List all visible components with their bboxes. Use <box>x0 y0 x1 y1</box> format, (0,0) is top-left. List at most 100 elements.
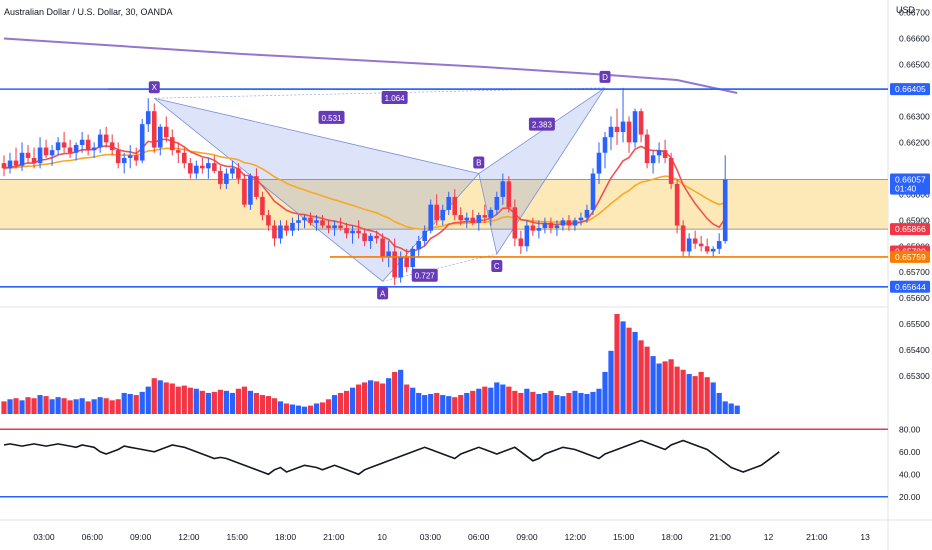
volume-bar <box>380 383 386 414</box>
volume-bar <box>608 350 614 414</box>
candle-body <box>55 142 61 151</box>
volume-bar <box>548 390 554 414</box>
candle-body <box>692 238 698 244</box>
volume-bar <box>674 366 680 414</box>
candle-body <box>458 215 464 221</box>
candle-body <box>716 241 722 249</box>
volume-bar <box>73 399 79 414</box>
pattern-point-badge <box>491 260 503 273</box>
volume-bar <box>650 356 656 414</box>
candle-body <box>200 165 205 169</box>
candle-body <box>620 121 626 132</box>
volume-bar <box>452 397 458 414</box>
volume-bar <box>512 390 518 414</box>
time-tick-label: 15:00 <box>227 532 249 542</box>
volume-bar <box>199 390 205 414</box>
volume-bar <box>49 399 55 414</box>
price-label-value: 0.66057 <box>895 175 926 185</box>
candle-body <box>230 168 235 174</box>
price-tick-label: 0.65900 <box>899 215 930 225</box>
volume-bar <box>506 386 512 414</box>
price-label-badge <box>890 280 930 293</box>
volume-bar <box>193 388 199 414</box>
price-tick-label: 0.66500 <box>899 59 930 69</box>
volume-bar <box>554 395 560 414</box>
volume-bar <box>271 398 278 414</box>
candle-body <box>254 176 259 197</box>
pattern-ratio-badge <box>528 117 555 131</box>
candle-body <box>488 209 494 218</box>
candle-body <box>91 147 97 151</box>
volume-bar <box>301 406 308 414</box>
volume-bar <box>313 403 320 414</box>
volume-bar <box>175 386 181 414</box>
volume-bar <box>205 392 211 414</box>
volume-bar <box>277 401 284 414</box>
pattern-point-label: C <box>494 262 500 271</box>
volume-bar <box>343 390 350 414</box>
volume-bar <box>464 392 470 414</box>
volume-bar <box>259 395 266 414</box>
volume-bar <box>109 400 115 414</box>
pattern-ratio-label: 0.531 <box>322 114 343 123</box>
volume-bar <box>518 392 524 414</box>
time-tick-label: 18:00 <box>661 532 683 542</box>
candle-body <box>356 230 361 234</box>
volume-bar <box>241 386 247 414</box>
candle-body <box>482 215 488 218</box>
price-tick-label: 0.65600 <box>899 293 930 303</box>
candle-body <box>103 134 109 143</box>
volume-bar <box>494 382 500 414</box>
pattern-ratio-label: 1.064 <box>385 94 406 103</box>
volume-bar <box>43 396 49 414</box>
candle-body <box>476 215 482 223</box>
price-label-value: 01:40 <box>895 184 917 194</box>
price-label-value: 0.65644 <box>895 282 926 292</box>
volume-bar <box>289 404 296 414</box>
candle-body <box>19 152 25 166</box>
rsi-line <box>3 439 780 476</box>
harmonic-ac-line <box>382 253 497 282</box>
volume-bar <box>392 371 398 414</box>
candle-body <box>61 142 67 148</box>
candle-body <box>608 126 614 138</box>
volume-bar <box>626 327 632 414</box>
candle-body <box>308 217 313 223</box>
candle-body <box>368 235 373 242</box>
volume-bar <box>307 405 314 414</box>
candle-body <box>133 155 139 161</box>
volume-bar <box>265 396 272 414</box>
candle-body <box>302 217 307 221</box>
volume-bar <box>602 371 608 414</box>
candle-body <box>686 238 692 252</box>
candle-body <box>722 179 728 242</box>
candle-body <box>109 142 115 151</box>
candle-body <box>182 152 187 164</box>
time-tick-label: 06:00 <box>82 532 104 542</box>
pattern-ratio-label: 0.727 <box>415 272 436 281</box>
candle-body <box>169 137 175 151</box>
candle-body <box>1 163 7 169</box>
candle-body <box>115 150 121 164</box>
candle-body <box>644 134 650 164</box>
price-label-value: 0.65866 <box>895 224 926 234</box>
time-tick-label: 21:00 <box>710 532 732 542</box>
candle-body <box>422 230 427 242</box>
candle-body <box>386 251 391 257</box>
candle-body <box>344 228 349 234</box>
candle-body <box>470 217 476 223</box>
candle-body <box>362 233 367 242</box>
candle-body <box>494 196 500 210</box>
price-tick-label: 0.65400 <box>899 345 930 355</box>
candle-body <box>614 126 620 132</box>
price-tick-label: 0.66300 <box>899 111 930 121</box>
candle-body <box>710 248 716 252</box>
rsi-level-label: 60.00 <box>899 447 921 457</box>
volume-bar <box>698 371 704 414</box>
candle-body <box>668 157 674 184</box>
volume-bar <box>55 397 61 414</box>
time-tick-label: 03:00 <box>33 532 55 542</box>
volume-bar <box>476 388 482 414</box>
candle-body <box>530 225 536 231</box>
volume-bar <box>374 381 380 414</box>
